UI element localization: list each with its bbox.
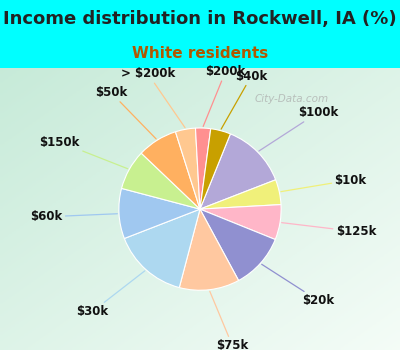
Text: $200k: $200k: [203, 65, 246, 126]
Text: City-Data.com: City-Data.com: [255, 94, 329, 104]
Text: > $200k: > $200k: [121, 68, 185, 128]
Text: $75k: $75k: [210, 291, 248, 350]
Text: $20k: $20k: [262, 264, 335, 307]
Wedge shape: [200, 180, 281, 209]
Text: $60k: $60k: [30, 210, 117, 223]
Wedge shape: [200, 134, 276, 209]
Text: $40k: $40k: [221, 70, 267, 129]
Wedge shape: [119, 188, 200, 238]
Wedge shape: [200, 129, 230, 209]
Text: $125k: $125k: [282, 223, 376, 238]
Text: $30k: $30k: [76, 271, 145, 318]
Wedge shape: [176, 128, 200, 209]
Text: $10k: $10k: [281, 174, 366, 192]
Wedge shape: [200, 209, 275, 280]
Wedge shape: [200, 205, 281, 239]
Text: $100k: $100k: [259, 106, 338, 151]
Wedge shape: [196, 128, 211, 209]
Text: Income distribution in Rockwell, IA (%): Income distribution in Rockwell, IA (%): [3, 10, 397, 28]
Wedge shape: [124, 209, 200, 288]
Wedge shape: [179, 209, 238, 290]
Text: $150k: $150k: [40, 135, 128, 169]
Wedge shape: [141, 132, 200, 209]
Wedge shape: [122, 153, 200, 209]
Text: $50k: $50k: [95, 86, 156, 139]
Text: White residents: White residents: [132, 46, 268, 61]
